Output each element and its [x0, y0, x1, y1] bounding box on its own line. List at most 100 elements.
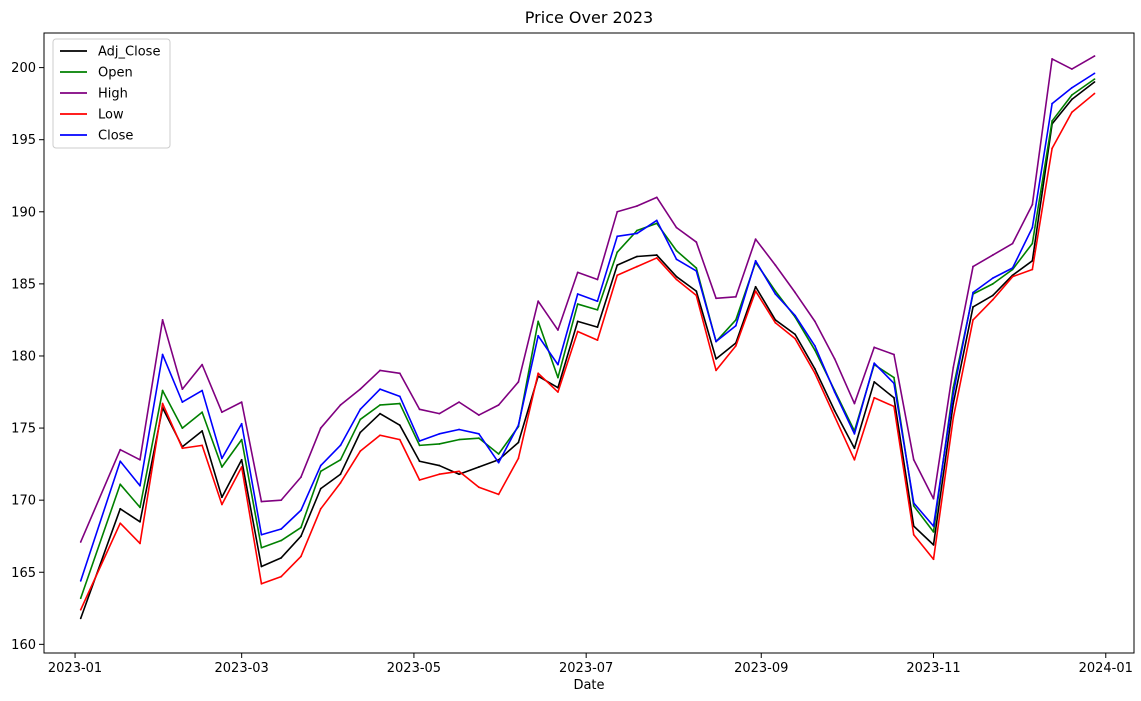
data-point: [221, 496, 223, 499]
data-point: [616, 210, 619, 213]
data-point: [458, 470, 460, 473]
data-point: [458, 438, 460, 441]
data-point: [139, 458, 141, 461]
data-point: [794, 333, 797, 336]
data-point: [260, 582, 263, 585]
series-layer: [79, 55, 1096, 620]
data-point: [1093, 78, 1096, 81]
data-point: [300, 526, 302, 529]
data-point: [1031, 268, 1034, 271]
x-tick-label: 2023-03: [215, 661, 269, 676]
legend-item-adj_close: Adj_Close: [60, 45, 160, 60]
data-point: [814, 372, 816, 375]
y-tick-label: 160: [11, 638, 36, 653]
data-point: [873, 396, 876, 399]
data-point: [932, 543, 935, 546]
data-point: [300, 555, 302, 558]
data-point: [814, 368, 816, 370]
data-point: [853, 402, 856, 405]
legend-item-low: Low: [60, 108, 124, 123]
data-point: [119, 460, 122, 463]
data-point: [1011, 242, 1014, 245]
data-point: [181, 388, 184, 391]
data-point: [1070, 86, 1073, 89]
data-point: [319, 487, 322, 490]
data-point: [1031, 242, 1034, 245]
data-point: [1093, 81, 1096, 83]
data-point: [79, 580, 82, 582]
data-point: [458, 401, 460, 404]
data-point: [418, 408, 421, 411]
data-point: [319, 470, 322, 473]
data-point: [537, 320, 540, 323]
x-tick-label: 2023-05: [387, 661, 441, 676]
data-point: [181, 447, 184, 450]
legend-label: Close: [98, 129, 133, 144]
data-point: [616, 264, 619, 267]
data-point: [1011, 267, 1014, 269]
data-point: [912, 505, 915, 507]
data-point: [576, 293, 579, 295]
data-point: [398, 402, 401, 405]
data-point: [873, 362, 876, 365]
data-point: [655, 257, 658, 259]
data-point: [675, 275, 678, 278]
legend-label: Low: [98, 108, 124, 123]
data-point: [1093, 72, 1096, 75]
data-point: [873, 346, 876, 349]
data-point: [715, 357, 717, 360]
data-point: [1051, 120, 1054, 122]
data-point: [497, 404, 500, 406]
y-tick-label: 175: [11, 422, 36, 437]
data-point: [240, 438, 243, 441]
data-point: [379, 434, 381, 437]
data-point: [655, 196, 658, 199]
data-point: [139, 542, 141, 545]
data-point: [1093, 55, 1096, 57]
data-point: [477, 414, 480, 416]
data-point: [201, 363, 204, 366]
data-point: [260, 533, 263, 536]
data-point: [952, 417, 955, 419]
data-point: [458, 473, 460, 476]
data-point: [695, 294, 698, 297]
data-point: [814, 320, 816, 323]
data-point: [517, 424, 520, 427]
x-tick-label: 2023-01: [48, 661, 102, 676]
data-point: [893, 376, 895, 379]
data-point: [1070, 94, 1073, 96]
data-point: [616, 235, 619, 238]
data-point: [221, 466, 223, 468]
data-point: [240, 458, 243, 461]
data-point: [596, 278, 599, 281]
data-point: [873, 381, 876, 383]
data-point: [161, 353, 164, 356]
data-point: [794, 314, 797, 317]
data-point: [853, 458, 856, 461]
data-point: [893, 353, 895, 356]
legend-item-close: Close: [60, 129, 133, 144]
data-point: [418, 440, 421, 442]
data-point: [655, 219, 658, 222]
series-line-close: [79, 72, 1095, 582]
data-point: [972, 306, 974, 308]
data-point: [794, 337, 797, 340]
data-point: [833, 357, 836, 360]
data-point: [912, 458, 915, 461]
x-tick-label: 2024-01: [1079, 661, 1133, 676]
legend-label: Adj_Close: [98, 45, 160, 60]
data-point: [280, 556, 283, 559]
series-open: [79, 78, 1096, 600]
data-point: [339, 404, 342, 406]
x-tick-label: 2023-09: [734, 661, 788, 676]
data-point: [833, 415, 836, 418]
data-point: [912, 502, 915, 504]
data-point: [991, 298, 994, 301]
data-point: [319, 507, 322, 510]
data-point: [537, 334, 540, 337]
data-point: [240, 422, 243, 425]
data-point: [79, 541, 82, 543]
data-point: [695, 290, 698, 292]
